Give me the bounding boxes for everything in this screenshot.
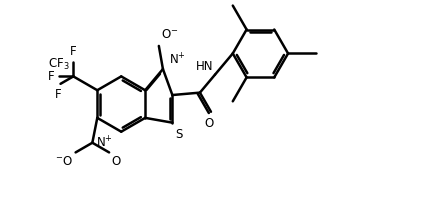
- Text: O: O: [204, 117, 214, 130]
- Text: N$^{+}$: N$^{+}$: [96, 135, 113, 150]
- Text: HN: HN: [196, 60, 213, 73]
- Text: F: F: [55, 88, 62, 101]
- Text: F: F: [48, 70, 55, 83]
- Text: O: O: [111, 155, 120, 168]
- Text: S: S: [175, 128, 183, 141]
- Text: $^{-}$O: $^{-}$O: [55, 155, 73, 168]
- Text: N$^{+}$: N$^{+}$: [169, 53, 186, 68]
- Text: CF$_3$: CF$_3$: [48, 57, 69, 72]
- Text: F: F: [70, 45, 77, 58]
- Text: O$^{-}$: O$^{-}$: [161, 28, 178, 41]
